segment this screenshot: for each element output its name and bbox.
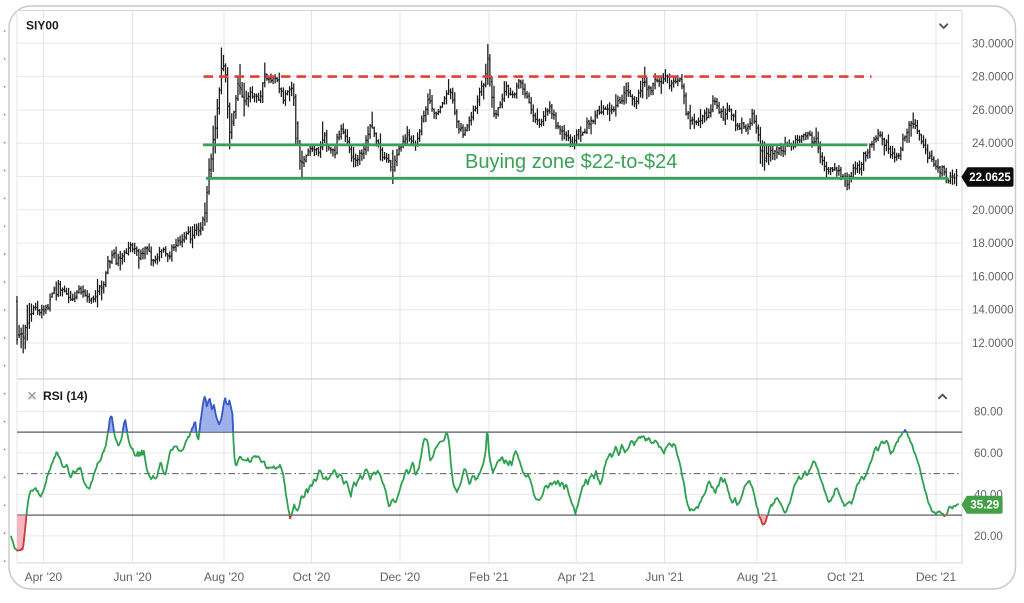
svg-text:22.0625: 22.0625 xyxy=(969,172,1011,184)
svg-text:18.0000: 18.0000 xyxy=(972,238,1014,250)
svg-text:80.00: 80.00 xyxy=(974,406,1003,418)
svg-text:Oct '20: Oct '20 xyxy=(293,570,331,584)
svg-text:Aug '21: Aug '21 xyxy=(737,570,778,584)
svg-text:35.29: 35.29 xyxy=(970,500,999,512)
svg-text:Dec '21: Dec '21 xyxy=(916,570,957,584)
svg-text:Apr '21: Apr '21 xyxy=(557,570,595,584)
svg-text:RSI (14): RSI (14) xyxy=(43,389,88,403)
svg-text:Dec '20: Dec '20 xyxy=(380,570,421,584)
svg-text:14.0000: 14.0000 xyxy=(972,305,1014,317)
svg-text:Buying zone $22-to-$24: Buying zone $22-to-$24 xyxy=(465,151,677,173)
svg-text:30.0000: 30.0000 xyxy=(972,38,1014,50)
svg-text:24.0000: 24.0000 xyxy=(972,138,1014,150)
svg-text:60.00: 60.00 xyxy=(974,448,1003,460)
svg-text:28.0000: 28.0000 xyxy=(972,72,1014,84)
svg-text:12.0000: 12.0000 xyxy=(972,338,1014,350)
svg-text:Jun '21: Jun '21 xyxy=(645,570,684,584)
svg-text:Oct '21: Oct '21 xyxy=(827,570,865,584)
svg-text:Feb '21: Feb '21 xyxy=(469,570,509,584)
svg-text:16.0000: 16.0000 xyxy=(972,271,1014,283)
svg-text:Jun '20: Jun '20 xyxy=(113,570,152,584)
svg-text:SIY00: SIY00 xyxy=(26,19,59,33)
svg-text:20.0000: 20.0000 xyxy=(972,205,1014,217)
svg-text:26.0000: 26.0000 xyxy=(972,105,1014,117)
svg-text:Apr '20: Apr '20 xyxy=(25,570,63,584)
svg-text:Aug '20: Aug '20 xyxy=(204,570,245,584)
svg-text:20.00: 20.00 xyxy=(974,531,1003,543)
